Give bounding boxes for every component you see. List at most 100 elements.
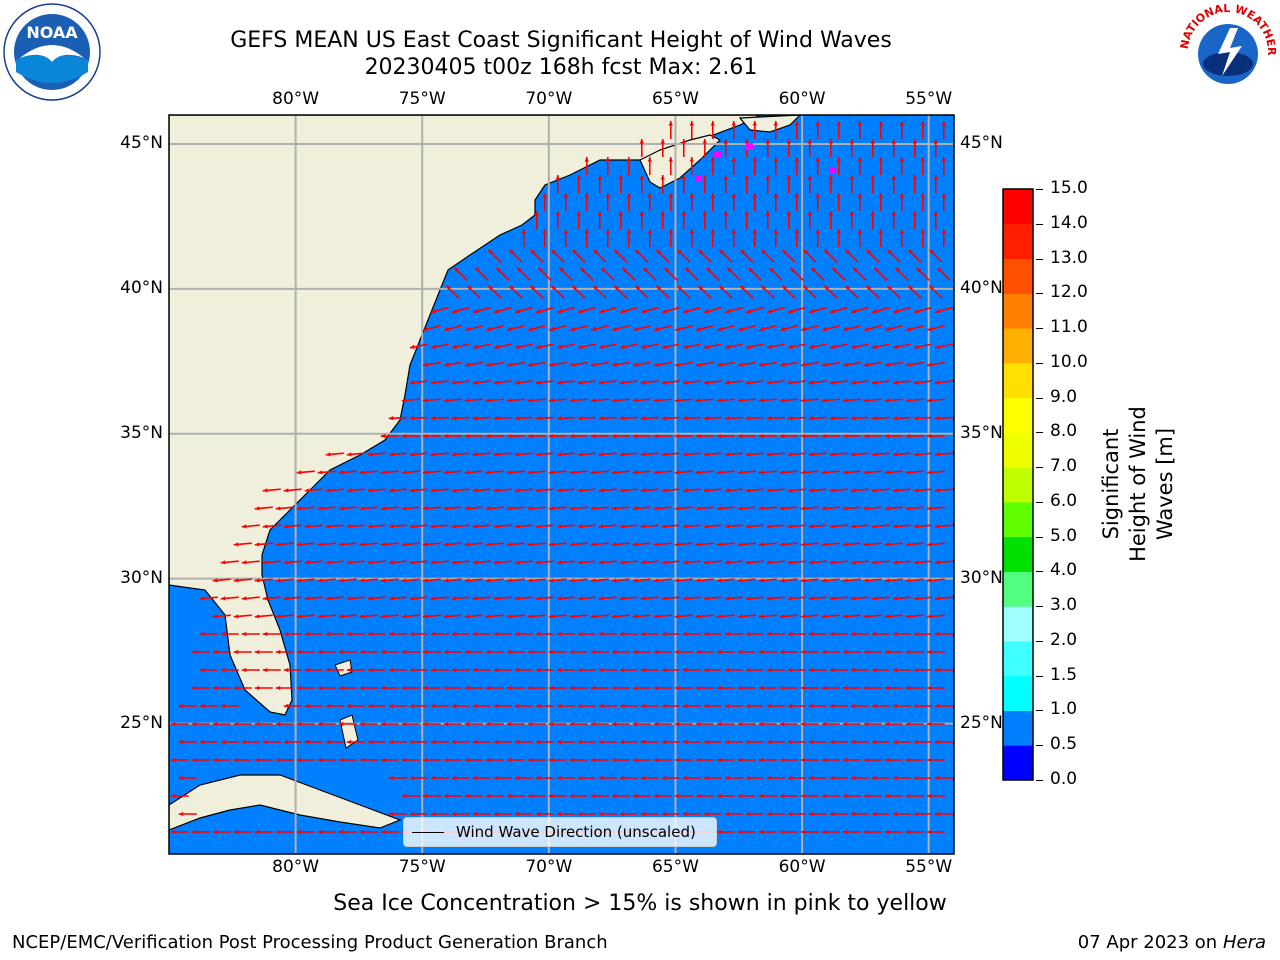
wind-arrow (829, 306, 848, 314)
wind-arrow (821, 433, 840, 439)
wind-arrow (857, 193, 862, 211)
wind-arrow (296, 506, 315, 511)
wind-arrow (430, 416, 449, 421)
wind-arrow (737, 542, 756, 547)
wind-arrow (380, 506, 399, 511)
colorbar-tick (1036, 189, 1043, 190)
wind-arrow (590, 470, 609, 475)
land-north-america (169, 115, 761, 716)
wind-arrow (689, 229, 694, 247)
wind-arrow (779, 325, 798, 332)
wind-arrow (695, 470, 714, 475)
wind-arrow (891, 211, 896, 229)
wind-arrow (787, 488, 806, 493)
wind-arrow (514, 343, 533, 350)
wind-arrow (534, 211, 539, 229)
wind-arrow (443, 433, 462, 439)
wind-arrow (590, 325, 609, 332)
wind-arrow (619, 524, 638, 529)
lat-tick-label-right: 25°N (960, 712, 1003, 733)
colorbar-segment (1003, 675, 1033, 711)
wind-arrow (863, 361, 882, 367)
wind-arrow (703, 416, 722, 421)
wind-arrow (632, 470, 651, 475)
lat-tick-label-left: 35°N (120, 422, 163, 443)
wind-arrow (577, 524, 596, 529)
wind-arrow (577, 488, 596, 493)
wind-arrow (401, 542, 420, 547)
wind-arrow (577, 416, 596, 421)
wind-arrow (674, 361, 693, 367)
wind-arrow (571, 249, 586, 263)
wind-arrow (765, 139, 770, 157)
colorbar-segment (1003, 467, 1033, 503)
wind-arrow (702, 211, 707, 229)
wind-arrow (598, 488, 617, 493)
wind-arrow (884, 470, 903, 475)
wind-arrow (283, 560, 302, 565)
wind-arrow (451, 524, 470, 529)
lon-tick-label-top: 75°W (398, 89, 446, 109)
wind-arrow (548, 361, 567, 367)
wind-arrow (863, 542, 882, 547)
wind-arrow (815, 121, 820, 139)
wind-arrow (220, 560, 239, 565)
wind-arrow (808, 306, 827, 314)
wind-arrow (752, 193, 757, 211)
wind-arrow (758, 433, 777, 439)
wind-arrow (802, 249, 817, 263)
lon-tick-label-bottom: 65°W (651, 857, 699, 877)
noaa-logo: NOAA (2, 2, 102, 102)
colorbar-segment (1003, 536, 1033, 572)
wind-arrow (934, 524, 953, 529)
wind-arrow (724, 560, 743, 565)
wind-arrow (842, 506, 861, 511)
wind-arrow (401, 398, 420, 403)
wind-arrow (794, 157, 799, 175)
wind-arrow (653, 542, 672, 547)
wind-arrow (472, 524, 491, 529)
colorbar-tick-label: 3.0 (1050, 595, 1078, 616)
wind-arrow (409, 343, 428, 350)
wind-arrow (653, 470, 672, 475)
wind-arrow (296, 470, 315, 475)
wind-arrow (716, 506, 735, 511)
wind-arrow (464, 325, 483, 332)
wind-arrow (786, 139, 791, 157)
wind-arrow (317, 470, 336, 475)
wind-arrow (794, 229, 799, 247)
wind-arrow (640, 306, 659, 314)
wind-arrow (884, 542, 903, 547)
wind-arrow (451, 560, 470, 565)
wind-arrow (653, 361, 672, 367)
wind-arrow (548, 325, 567, 332)
wind-arrow (857, 157, 862, 175)
footer-date-text: 07 Apr 2023 on (1077, 932, 1218, 953)
wind-arrow (569, 506, 588, 511)
wind-arrow (695, 506, 714, 511)
wind-arrow (873, 267, 888, 281)
wind-arrow (865, 285, 880, 299)
colorbar-tick (1036, 571, 1043, 573)
wind-arrow (766, 488, 785, 493)
wind-arrow (506, 361, 525, 367)
wind-arrow (689, 121, 694, 139)
wind-arrow (338, 470, 357, 475)
wind-arrow (548, 433, 567, 439)
wind-arrow (576, 175, 581, 193)
wind-arrow (443, 542, 462, 547)
wind-arrow (737, 506, 756, 511)
wind-arrow (485, 361, 504, 367)
wind-arrow (367, 452, 386, 457)
wind-arrow (870, 175, 875, 193)
wind-arrow (920, 193, 925, 211)
wind-arrow (703, 452, 722, 457)
wind-arrow (584, 157, 589, 175)
wind-arrow (926, 470, 945, 475)
wind-arrow (863, 470, 882, 475)
wind-arrow (905, 433, 924, 439)
colorbar-segment (1003, 223, 1033, 260)
wind-arrow (941, 121, 946, 139)
wind-arrow (760, 285, 775, 299)
